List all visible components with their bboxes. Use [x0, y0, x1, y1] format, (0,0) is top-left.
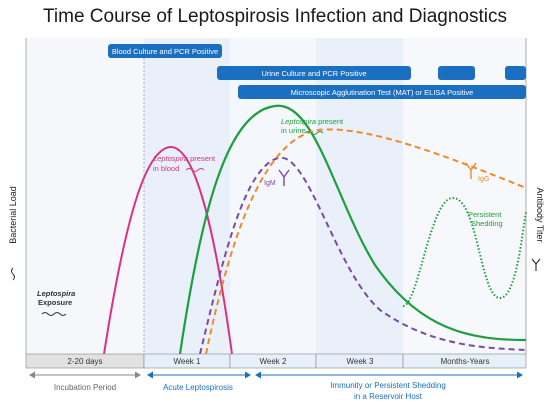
blood-test-label: Blood Culture and PCR Positive: [112, 47, 218, 56]
blood-squiggle-icon: [185, 168, 205, 172]
right-axis-antibody-icon: [531, 258, 541, 271]
blood-test-bar: [108, 44, 222, 58]
blood-bacterial-curve: [103, 145, 233, 355]
incubation-period-label: Incubation Period: [54, 383, 116, 392]
band-week1: [144, 38, 230, 354]
timeline-label-week2: Week 2: [260, 357, 288, 366]
y-axis-left-label: Bacterial Load: [8, 186, 18, 244]
urine-annotation-italic: Leptospira: [281, 117, 316, 126]
urine-annotation-rest: present: [316, 117, 344, 126]
timeline-label-week3: Week 3: [347, 357, 375, 366]
y-axis-right-label: Antibody Titer: [535, 187, 545, 242]
persistent-shedding-line1: Persistent: [468, 210, 502, 219]
acute-leptospirosis-label: Acute Leptospirosis: [163, 383, 233, 392]
exposure-squiggle-icon: [41, 312, 67, 316]
urine-bacterial-curve: [178, 104, 527, 355]
exposure-annotation-line1: Leptospira: [37, 289, 75, 298]
igm-label: IgM: [264, 180, 276, 187]
exposure-annotation-line2: Exposure: [38, 298, 72, 307]
igm-curve: [199, 156, 527, 355]
urine-test-bar-segment-3: [505, 66, 526, 80]
immunity-label-line2: in a Reservoir Host: [354, 392, 423, 401]
timeline-label-months: Months-Years: [440, 357, 489, 366]
urine-annotation: Leptospira present: [281, 117, 344, 126]
blood-annotation-rest: present: [188, 154, 216, 163]
timeline-segment-months: [402, 353, 527, 369]
urine-squiggle-icon: [304, 131, 324, 135]
urine-test-label: Urine Culture and PCR Positive: [261, 69, 366, 78]
immunity-label-line1: Immunity or Persistent Shedding: [330, 381, 446, 390]
band-incubation: [26, 38, 144, 354]
blood-annotation: Leptospira present: [153, 154, 216, 163]
timeline-label-week1: Week 1: [174, 357, 202, 366]
blood-annotation-italic: Leptospira: [153, 154, 188, 163]
igg-antibody-icon: [465, 162, 477, 179]
diagram-title: Time Course of Leptospirosis Infection a…: [43, 6, 507, 27]
urine-test-bar-segment-2: [438, 66, 475, 80]
timeline-label-incubation: 2-20 days: [67, 357, 102, 366]
urine-test-bar: [217, 66, 411, 80]
igm-antibody-icon: [278, 169, 290, 186]
urine-annotation-line2: in urine: [281, 126, 306, 135]
blood-annotation-line2: in blood: [153, 164, 179, 173]
igg-label: IgG: [478, 176, 489, 183]
igg-curve: [205, 128, 527, 355]
mat-test-label: Microscopic Agglutination Test (MAT) or …: [291, 88, 474, 97]
mat-test-bar: [238, 85, 526, 99]
left-axis-squiggle-icon: [11, 267, 15, 281]
persistent-shedding-line2: Shedding: [471, 219, 503, 228]
persistent-shedding-curve: [402, 196, 527, 307]
